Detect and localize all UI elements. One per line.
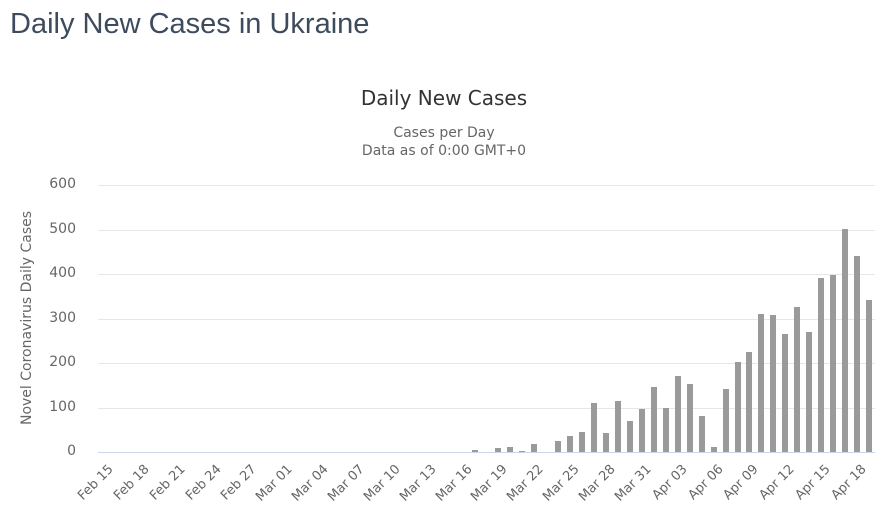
chart-bar-mar-30[interactable] [626,420,633,452]
chart-bar-apr-14[interactable] [806,332,813,452]
x-tick-label-mar-01: Mar 01 [253,462,296,505]
chart-bar-apr-01[interactable] [650,387,657,452]
chart-bar-apr-17[interactable] [842,229,849,452]
chart-bar-mar-26[interactable] [579,431,586,452]
chart-bar-mar-27[interactable] [591,402,598,452]
x-tick-label-mar-31: Mar 31 [611,462,655,505]
x-tick-label-apr-12: Apr 12 [756,462,798,504]
chart-subtitle-line2: Data as of 0:00 GMT+0 [361,143,527,159]
y-tick-label-200: 200 [49,354,76,370]
x-tick-label-feb-21: Feb 21 [146,462,189,504]
x-tick-label-apr-03: Apr 03 [649,462,691,504]
chart-bar-mar-22[interactable] [531,443,538,452]
gridline-200 [98,363,875,364]
chart-bar-apr-02[interactable] [662,407,669,452]
x-tick-label-mar-07: Mar 07 [325,462,368,505]
chart-subtitle: Cases per Day Data as of 0:00 GMT+0 [0,124,888,160]
y-tick-label-0: 0 [67,443,76,459]
chart-bar-apr-19[interactable] [866,299,873,452]
x-tick-label-apr-06: Apr 06 [685,462,727,504]
x-tick-label-feb-18: Feb 18 [110,462,153,504]
y-tick-label-500: 500 [49,220,76,237]
chart-bar-apr-09[interactable] [746,352,753,452]
chart-bar-apr-12[interactable] [782,333,789,452]
page-title: Daily New Cases in Ukraine [10,8,370,40]
chart-bar-mar-20[interactable] [507,447,514,452]
chart-bar-mar-31[interactable] [638,409,645,452]
chart-bar-apr-03[interactable] [674,375,681,452]
chart-bar-apr-16[interactable] [830,275,837,452]
chart-subtitle-line1: Cases per Day [393,125,495,141]
chart-bar-mar-24[interactable] [555,441,562,452]
y-tick-label-300: 300 [49,309,76,326]
x-tick-label-mar-28: Mar 28 [576,462,619,505]
chart-bar-apr-11[interactable] [770,314,777,452]
chart-bar-apr-18[interactable] [854,255,861,452]
x-tick-label-apr-09: Apr 09 [720,462,763,504]
gridline-100 [98,407,875,409]
x-tick-label-feb-24: Feb 24 [182,462,225,504]
chart-title: Daily New Cases [360,86,528,110]
x-tick-label-mar-13: Mar 13 [396,462,440,505]
chart-bar-mar-29[interactable] [614,400,621,452]
chart-bar-mar-21[interactable] [519,450,526,452]
y-tick-label-400: 400 [49,265,76,281]
gridline-300 [98,318,875,320]
chart-bar-mar-28[interactable] [603,433,610,452]
plot-area [98,185,875,453]
chart-bar-apr-13[interactable] [794,307,801,452]
x-tick-label-mar-10: Mar 10 [360,462,404,505]
chart-bar-apr-07[interactable] [722,389,729,452]
x-tick-label-mar-25: Mar 25 [540,462,583,505]
y-tick-label-100: 100 [49,398,76,415]
x-tick-label-apr-15: Apr 15 [792,462,834,504]
chart-bar-apr-10[interactable] [758,313,765,452]
x-tick-label-mar-19: Mar 19 [468,462,512,505]
y-tick-label-600: 600 [49,176,76,192]
x-tick-label-mar-16: Mar 16 [432,462,476,505]
gridline-500 [98,229,875,231]
x-tick-label-feb-27: Feb 27 [218,462,261,504]
chart-bar-apr-04[interactable] [686,384,693,452]
x-tick-label-feb-15: Feb 15 [75,462,117,504]
chart-bar-apr-08[interactable] [734,361,741,452]
x-axis-line [98,452,875,453]
chart-bar-mar-25[interactable] [567,436,574,452]
chart-bar-apr-05[interactable] [698,415,705,452]
x-tick-label-mar-04: Mar 04 [289,462,332,505]
chart-bar-mar-17[interactable] [471,450,478,452]
chart-bar-apr-06[interactable] [710,447,717,452]
x-tick-label-apr-18: Apr 18 [828,462,870,504]
x-tick-label-mar-22: Mar 22 [504,462,547,505]
chart-bar-mar-19[interactable] [495,448,502,452]
gridline-600 [98,185,875,186]
gridline-400 [98,274,875,275]
chart-bar-apr-15[interactable] [818,278,825,452]
